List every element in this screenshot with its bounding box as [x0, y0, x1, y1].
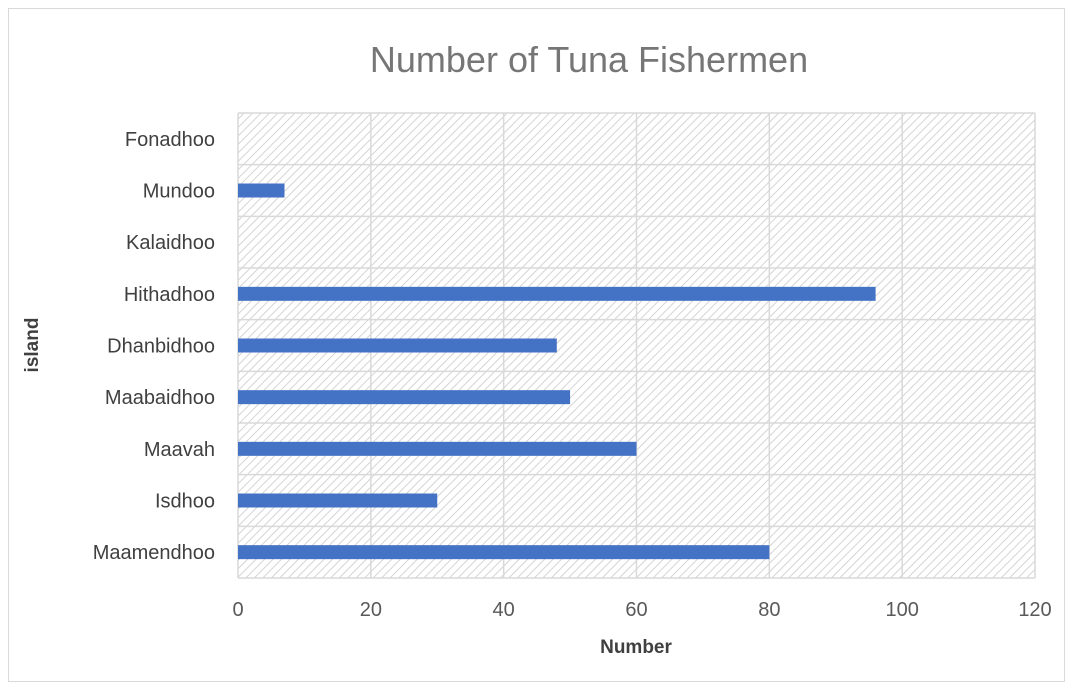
category-label: Maavah: [144, 439, 215, 461]
category-label: Kalaidhoo: [126, 232, 215, 254]
category-label: Maabaidhoo: [105, 387, 215, 409]
category-label: Isdhoo: [155, 491, 215, 513]
bar: [238, 183, 285, 198]
x-axis-title: Number: [600, 637, 672, 658]
chart-title: Number of Tuna Fishermen: [370, 39, 808, 80]
x-tick-label: 40: [493, 599, 515, 621]
bar: [238, 338, 557, 353]
x-tick-label: 80: [758, 599, 780, 621]
x-tick-labels: 0 20 40 60 80 100 120: [232, 599, 1051, 621]
category-labels: Maamendhoo Isdhoo Maavah Maabaidhoo Dhanbidh…: [93, 129, 215, 564]
y-axis-title: island: [22, 318, 43, 373]
gridlines: [237, 112, 1036, 579]
category-label: Fonadhoo: [125, 129, 215, 151]
bar: [238, 390, 571, 405]
bar: [238, 545, 770, 560]
x-tick-label: 0: [232, 599, 243, 621]
category-label: Dhanbidhoo: [107, 336, 215, 358]
bars: [238, 183, 876, 560]
x-tick-label: 120: [1018, 599, 1051, 621]
bar: [238, 493, 438, 508]
x-tick-label: 100: [885, 599, 918, 621]
x-tick-label: 60: [625, 599, 647, 621]
x-tick-label: 20: [360, 599, 382, 621]
category-label: Hithadhoo: [124, 284, 215, 306]
category-label: Mundoo: [143, 181, 215, 203]
bar: [238, 286, 876, 301]
bar: [238, 441, 637, 456]
category-label: Maamendhoo: [93, 542, 215, 564]
